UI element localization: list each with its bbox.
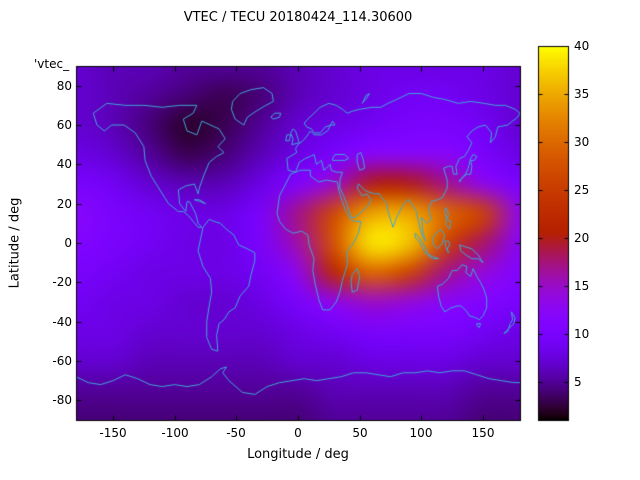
y-axis-title: Latitude / deg — [7, 197, 23, 289]
colorbar-tick-label: 40 — [574, 39, 590, 53]
x-tick-label: 150 — [471, 426, 495, 440]
x-tick-label: 0 — [294, 426, 302, 440]
y-tick-label: 20 — [56, 197, 72, 211]
x-tick-label: -150 — [99, 426, 127, 440]
y-tick-label: 80 — [56, 79, 72, 93]
plot-title: VTEC / TECU 20180424_114.30600 — [183, 10, 413, 25]
x-tick-label: -50 — [226, 426, 246, 440]
colorbar-tick-label: 10 — [574, 327, 590, 341]
colorbar-tick-label: 25 — [574, 183, 590, 197]
colorbar-tick-label: 15 — [574, 279, 590, 293]
colorbar-tick-label: 30 — [574, 135, 590, 149]
y-tick-label: 0 — [64, 236, 72, 250]
y-tick-label: -80 — [52, 393, 72, 407]
x-tick-label: -100 — [161, 426, 189, 440]
colorbar-tick-label: 20 — [574, 231, 590, 245]
y-tick-label: 60 — [56, 118, 72, 132]
x-axis-title: Longitude / deg — [247, 447, 349, 462]
y-tick-label: -20 — [52, 275, 72, 289]
series-key-label: 'vtec_ — [34, 57, 70, 71]
y-tick-label: -60 — [52, 354, 72, 368]
y-tick-label: 40 — [56, 157, 72, 171]
colorbar-tick-label: 5 — [574, 375, 582, 389]
y-tick-label: -40 — [52, 315, 72, 329]
colorbar-tick-label: 35 — [574, 87, 590, 101]
x-tick-label: 100 — [409, 426, 433, 440]
x-tick-label: 50 — [352, 426, 368, 440]
